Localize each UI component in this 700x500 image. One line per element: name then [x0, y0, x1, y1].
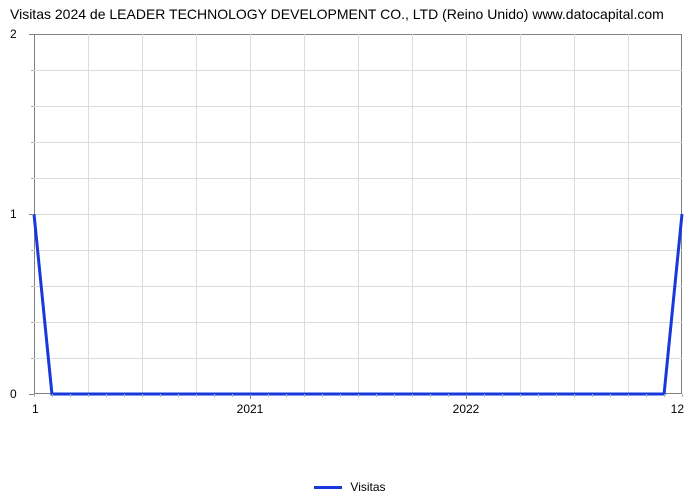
y-tick-minor — [31, 358, 34, 359]
y-tick-minor — [31, 142, 34, 143]
x-tick-minor — [34, 394, 35, 397]
series-line — [34, 214, 682, 394]
y-tick — [29, 214, 34, 215]
y-tick-label: 0 — [10, 387, 17, 401]
x-tick-minor — [232, 394, 233, 397]
x-tick-minor — [682, 394, 683, 397]
legend: Visitas — [0, 480, 700, 494]
y-tick-label: 1 — [10, 207, 17, 221]
chart-container: Visitas 2024 de LEADER TECHNOLOGY DEVELO… — [0, 0, 700, 500]
x-tick — [466, 394, 467, 399]
x-tick-minor — [106, 394, 107, 397]
x-tick-minor — [268, 394, 269, 397]
x-tick-minor — [88, 394, 89, 397]
x-tick-minor — [484, 394, 485, 397]
chart-title: Visitas 2024 de LEADER TECHNOLOGY DEVELO… — [10, 6, 690, 22]
x-tick-minor — [358, 394, 359, 397]
x-tick-minor — [448, 394, 449, 397]
x-tick-minor — [646, 394, 647, 397]
x-tick-minor — [538, 394, 539, 397]
x-tick-minor — [322, 394, 323, 397]
x-tick-minor — [340, 394, 341, 397]
x-tick-minor — [214, 394, 215, 397]
x-tick — [250, 394, 251, 399]
y-tick-minor — [31, 250, 34, 251]
x-tick-minor — [142, 394, 143, 397]
x-tick-minor — [394, 394, 395, 397]
x-tick-minor — [304, 394, 305, 397]
x-tick-minor — [70, 394, 71, 397]
plot-outer: 1 12 01220212022 — [34, 28, 682, 426]
x-corner-left: 1 — [32, 402, 39, 416]
x-tick-minor — [196, 394, 197, 397]
x-tick-minor — [376, 394, 377, 397]
x-tick-minor — [124, 394, 125, 397]
x-tick-minor — [52, 394, 53, 397]
y-tick-minor — [31, 322, 34, 323]
x-tick-minor — [160, 394, 161, 397]
y-tick-minor — [31, 178, 34, 179]
x-tick-minor — [556, 394, 557, 397]
x-corner-right: 12 — [671, 402, 684, 416]
x-tick-minor — [592, 394, 593, 397]
x-tick-minor — [430, 394, 431, 397]
y-tick — [29, 34, 34, 35]
y-tick-minor — [31, 106, 34, 107]
x-tick-label: 2021 — [237, 402, 264, 416]
x-tick-minor — [664, 394, 665, 397]
x-tick-label: 2022 — [453, 402, 480, 416]
y-tick-minor — [31, 286, 34, 287]
x-tick-minor — [502, 394, 503, 397]
x-tick-minor — [286, 394, 287, 397]
line-series — [34, 34, 682, 394]
legend-label: Visitas — [350, 480, 385, 494]
x-tick-minor — [178, 394, 179, 397]
legend-swatch — [314, 486, 342, 489]
x-tick-minor — [574, 394, 575, 397]
y-tick-minor — [31, 70, 34, 71]
x-tick-minor — [520, 394, 521, 397]
x-tick-minor — [628, 394, 629, 397]
y-tick-label: 2 — [10, 27, 17, 41]
x-tick-minor — [412, 394, 413, 397]
x-tick-minor — [610, 394, 611, 397]
